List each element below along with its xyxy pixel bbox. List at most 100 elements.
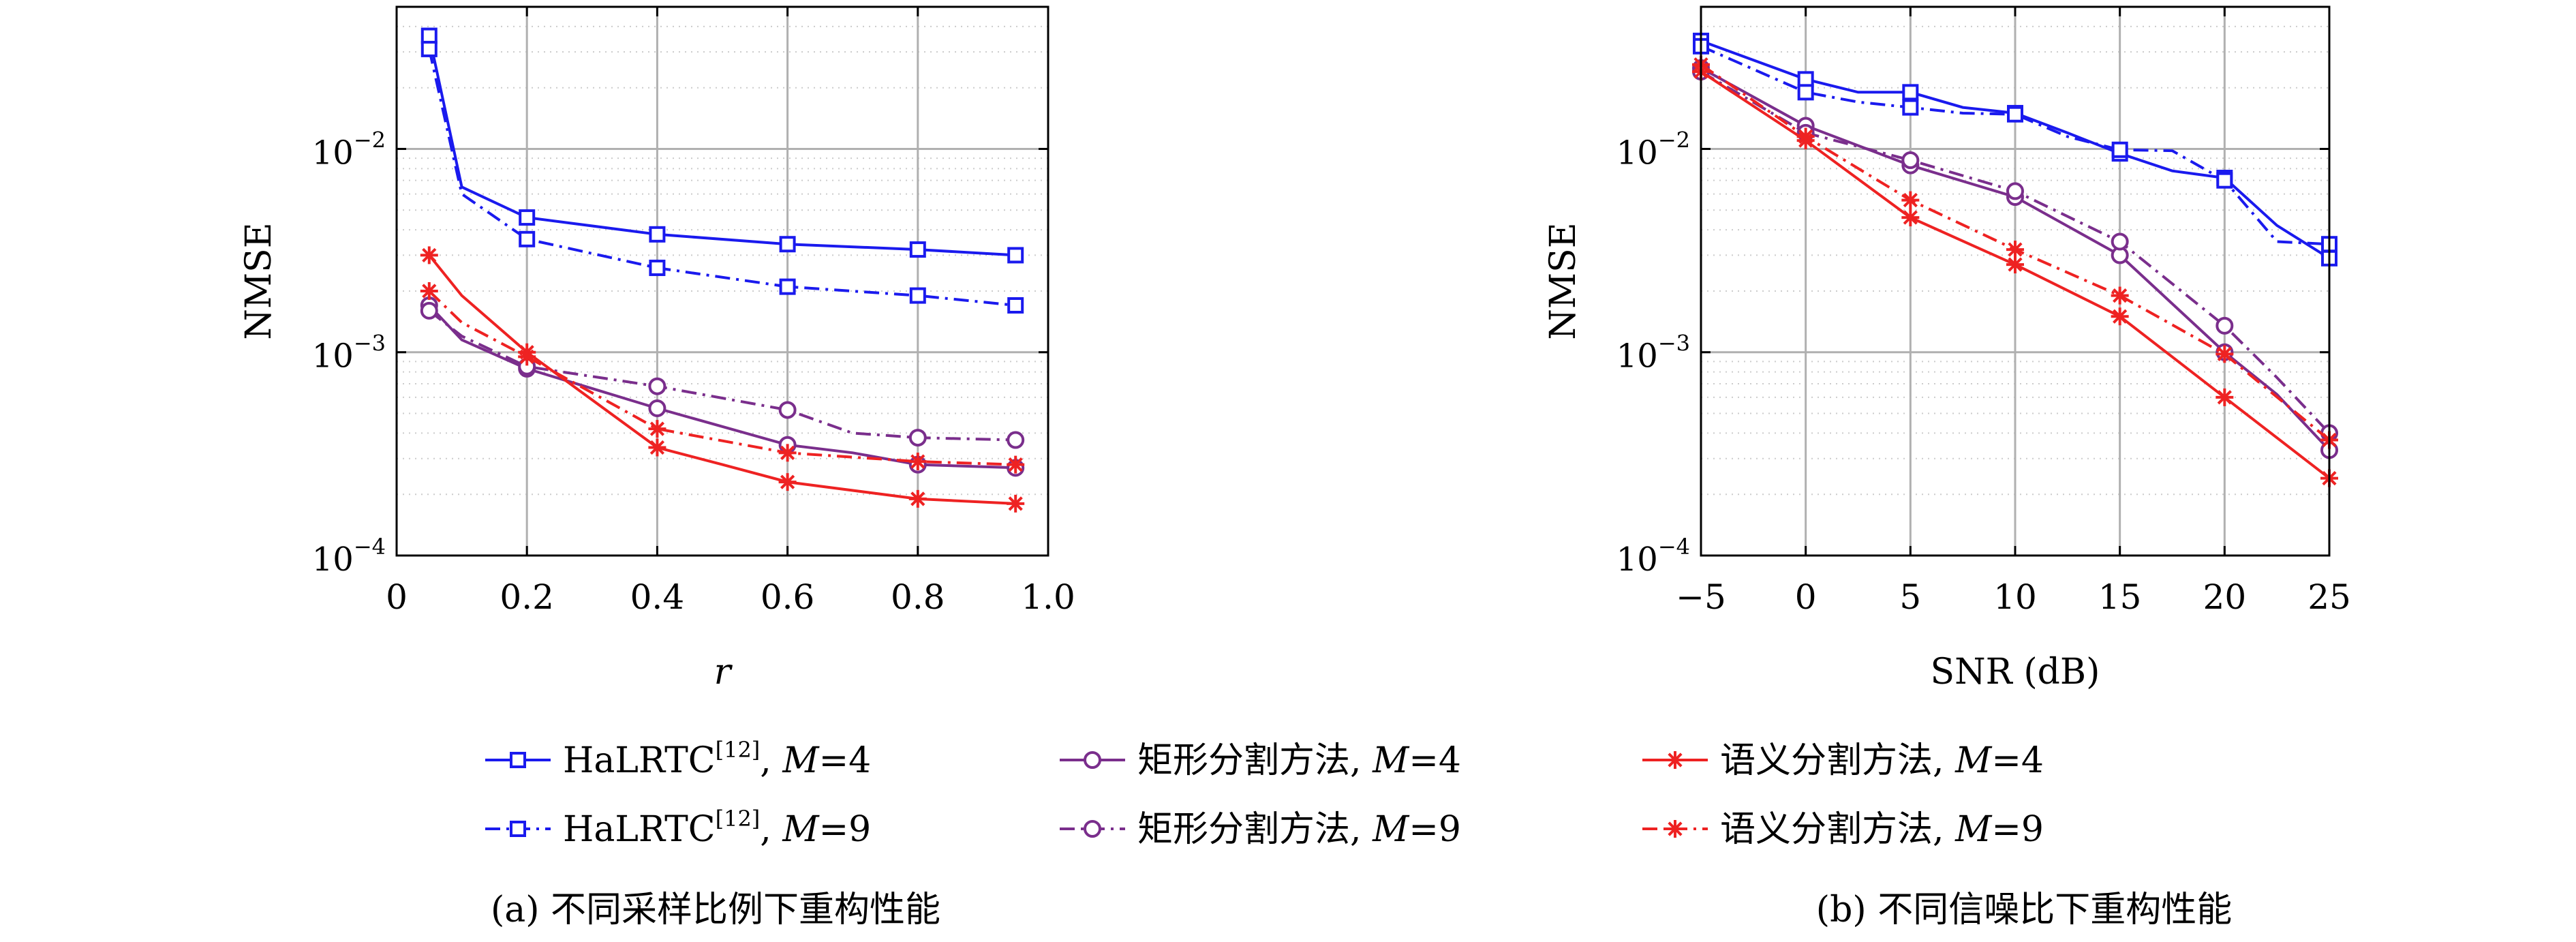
legend-marker xyxy=(1084,820,1101,838)
legend-base: HaLRTC xyxy=(563,809,716,850)
data-point xyxy=(649,226,666,243)
legend-item-sem_m9: 语义分割方法, M=9 xyxy=(1642,809,2044,850)
data-point xyxy=(420,301,438,320)
asterisk-stroke xyxy=(1903,192,1918,208)
legend-label: 矩形分割方法, M=9 xyxy=(1137,809,1461,850)
data-point xyxy=(1902,99,1919,116)
series-line xyxy=(1700,44,2330,246)
series-sem_m9 xyxy=(1692,55,2338,449)
x-tick-label: 0.6 xyxy=(761,577,815,617)
legend-value: =9 xyxy=(819,809,872,850)
y-tick-label: 10−3 xyxy=(1616,331,1690,376)
data-point xyxy=(648,438,666,457)
legend-item-rect_m9: 矩形分割方法, M=9 xyxy=(1060,809,1461,850)
x-tick-label: 5 xyxy=(1899,577,1921,617)
y-tick-label: 10−4 xyxy=(312,534,386,579)
legend-var: M xyxy=(782,740,820,781)
data-point xyxy=(778,401,797,419)
data-point xyxy=(908,429,927,447)
series-line xyxy=(1700,40,2331,260)
y-tick-base: 10 xyxy=(312,337,354,376)
legend-suffix: , xyxy=(760,740,782,781)
legend-marker xyxy=(1666,820,1684,838)
x-tick-label: 25 xyxy=(2307,577,2351,617)
legend-value: =9 xyxy=(1991,809,2044,850)
x-tick-label: −5 xyxy=(1676,577,1726,617)
legend-item-sem_m4: 语义分割方法, M=4 xyxy=(1642,740,2044,781)
data-point xyxy=(1796,127,1815,146)
x-tick-label: 1.0 xyxy=(1021,577,1075,617)
data-point xyxy=(1007,494,1025,513)
y-tick-base: 10 xyxy=(312,541,354,579)
legend: HaLRTC[12], M=4 矩形分割方法, M=4 语义分割方法, M=4HaL… xyxy=(485,737,2044,850)
series-rect_m4 xyxy=(420,297,1025,477)
legend-suffix: , xyxy=(1933,809,1955,850)
data-point xyxy=(519,230,536,247)
asterisk-stroke xyxy=(1798,129,1813,144)
asterisk-stroke xyxy=(2008,257,2023,272)
data-point xyxy=(2007,106,2023,123)
legend-value: =4 xyxy=(1409,740,1461,781)
asterisk-stroke xyxy=(649,440,665,455)
y-tick-exponent: −3 xyxy=(354,331,386,356)
caption-b: (b) 不同信噪比下重构性能 xyxy=(1816,890,2232,930)
legend-base: 矩形分割方法 xyxy=(1137,809,1350,850)
data-point xyxy=(2111,286,2129,305)
asterisk-stroke xyxy=(910,491,925,506)
data-point xyxy=(2216,172,2233,189)
x-tick-label: 0.8 xyxy=(891,577,945,617)
caption-a: (a) 不同采样比例下重构性能 xyxy=(491,890,940,930)
legend-label: HaLRTC[12], M=9 xyxy=(563,806,871,850)
data-point xyxy=(2006,182,2024,200)
data-point xyxy=(1007,297,1024,314)
legend-base: HaLRTC xyxy=(563,740,716,781)
legend-sup: [12] xyxy=(716,806,761,832)
asterisk-stroke xyxy=(2217,390,2232,405)
y-tick-exponent: −4 xyxy=(1658,534,1690,560)
legend-marker xyxy=(510,752,526,768)
asterisk-stroke xyxy=(422,284,437,299)
y-tick-base: 10 xyxy=(312,134,354,172)
data-point xyxy=(779,278,796,295)
y-tick-base: 10 xyxy=(1616,541,1658,579)
legend-value: =9 xyxy=(1409,809,1461,850)
series-halrtc_m4 xyxy=(420,27,1024,264)
series-line xyxy=(428,254,1016,505)
legend-label: 语义分割方法, M=4 xyxy=(1720,740,2044,781)
x-tick-label: 0 xyxy=(386,577,408,617)
asterisk-stroke xyxy=(910,454,925,469)
asterisk-stroke xyxy=(1008,457,1023,472)
asterisk-stroke xyxy=(422,247,437,263)
y-tick-base: 10 xyxy=(1616,337,1658,376)
data-point xyxy=(1007,431,1025,449)
series-halrtc_m9 xyxy=(420,40,1024,314)
legend-var: M xyxy=(1954,740,1993,781)
legend-marker xyxy=(510,821,526,837)
data-point xyxy=(648,377,666,395)
data-point xyxy=(518,348,536,366)
legend-suffix: , xyxy=(1350,809,1373,850)
x-axis-label: r xyxy=(714,652,733,693)
plot-frame xyxy=(395,5,1049,557)
legend-var: M xyxy=(1954,809,1993,850)
asterisk-stroke xyxy=(1668,821,1683,836)
asterisk-stroke xyxy=(2113,288,2128,303)
y-tick-label: 10−3 xyxy=(312,331,386,376)
x-tick-label: 0.4 xyxy=(630,577,685,617)
legend-item-rect_m4: 矩形分割方法, M=4 xyxy=(1060,740,1461,781)
y-tick-exponent: −4 xyxy=(354,534,386,560)
data-point xyxy=(2006,241,2024,259)
x-tick-label: 10 xyxy=(1993,577,2037,617)
data-point xyxy=(2111,307,2129,326)
series-rect_m9 xyxy=(420,301,1025,449)
legend-label: HaLRTC[12], M=4 xyxy=(563,737,871,781)
data-point xyxy=(2111,232,2129,251)
y-axis-label: NMSE xyxy=(1543,222,1584,339)
data-point xyxy=(519,209,536,226)
legend-marker xyxy=(1666,751,1684,769)
series-sem_m4 xyxy=(420,246,1025,513)
legend-var: M xyxy=(782,809,820,850)
data-point xyxy=(420,282,438,300)
